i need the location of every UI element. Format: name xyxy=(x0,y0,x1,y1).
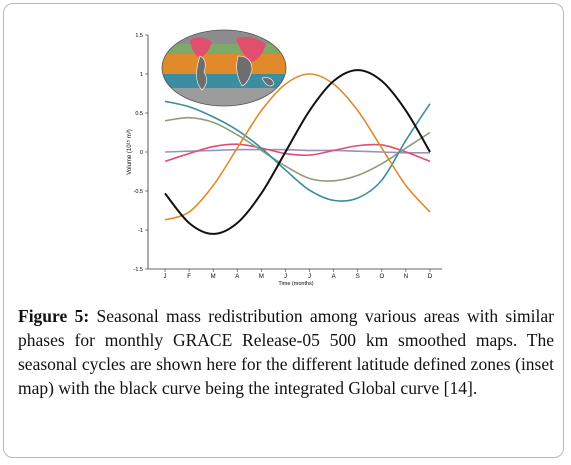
x-tick-label: J xyxy=(284,274,287,280)
series-line xyxy=(164,73,431,221)
series-line xyxy=(164,100,431,202)
x-tick-label: F xyxy=(187,274,191,280)
x-tick-label: N xyxy=(404,274,408,280)
x-tick-label: M xyxy=(259,274,264,280)
x-tick-label: D xyxy=(428,274,433,280)
y-axis-label: Volume (10¹⁵ m³) xyxy=(126,129,133,175)
x-axis-label: Time (months) xyxy=(278,281,313,287)
x-tick-label: A xyxy=(332,274,336,280)
x-tick-label: A xyxy=(235,274,239,280)
y-tick-label: -1.5 xyxy=(134,267,143,273)
y-tick-label: -1 xyxy=(138,228,143,234)
x-tick-label: M xyxy=(211,274,216,280)
y-tick-label: 0.5 xyxy=(135,111,143,117)
chart: Volume (10¹⁵ m³) Time (months) -1.5 -1 -0.… xyxy=(126,29,442,287)
series-line xyxy=(164,69,431,235)
inset-map xyxy=(161,29,287,107)
series-line xyxy=(164,143,431,163)
x-tick-label: J xyxy=(164,274,167,280)
y-tick-label: -0.5 xyxy=(134,189,143,195)
caption: Figure 5: Seasonal mass redistribution a… xyxy=(18,304,554,400)
y-tick-label: 0 xyxy=(140,150,143,156)
x-tick-label: O xyxy=(379,274,384,280)
series-line xyxy=(164,148,431,154)
figure-frame xyxy=(3,3,564,458)
caption-text: Seasonal mass redistribution among vario… xyxy=(18,306,554,398)
y-tick-label: 1.5 xyxy=(135,33,143,39)
x-tick-label: J xyxy=(308,274,311,280)
x-tick-label: S xyxy=(356,274,360,280)
series-line xyxy=(164,116,431,182)
y-tick-label: 1 xyxy=(140,72,143,78)
caption-label: Figure 5: xyxy=(18,306,90,326)
